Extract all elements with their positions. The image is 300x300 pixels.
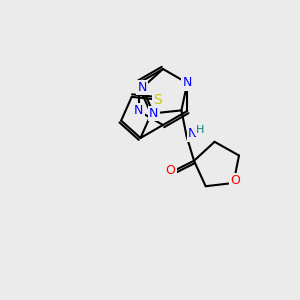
Text: N: N [134,104,143,118]
Text: N: N [188,128,197,140]
Text: N: N [149,107,158,120]
Text: H: H [196,125,205,135]
Text: S: S [153,93,162,106]
Text: N: N [137,81,147,94]
Text: O: O [165,164,175,177]
Text: N: N [183,76,192,89]
Text: O: O [231,175,240,188]
